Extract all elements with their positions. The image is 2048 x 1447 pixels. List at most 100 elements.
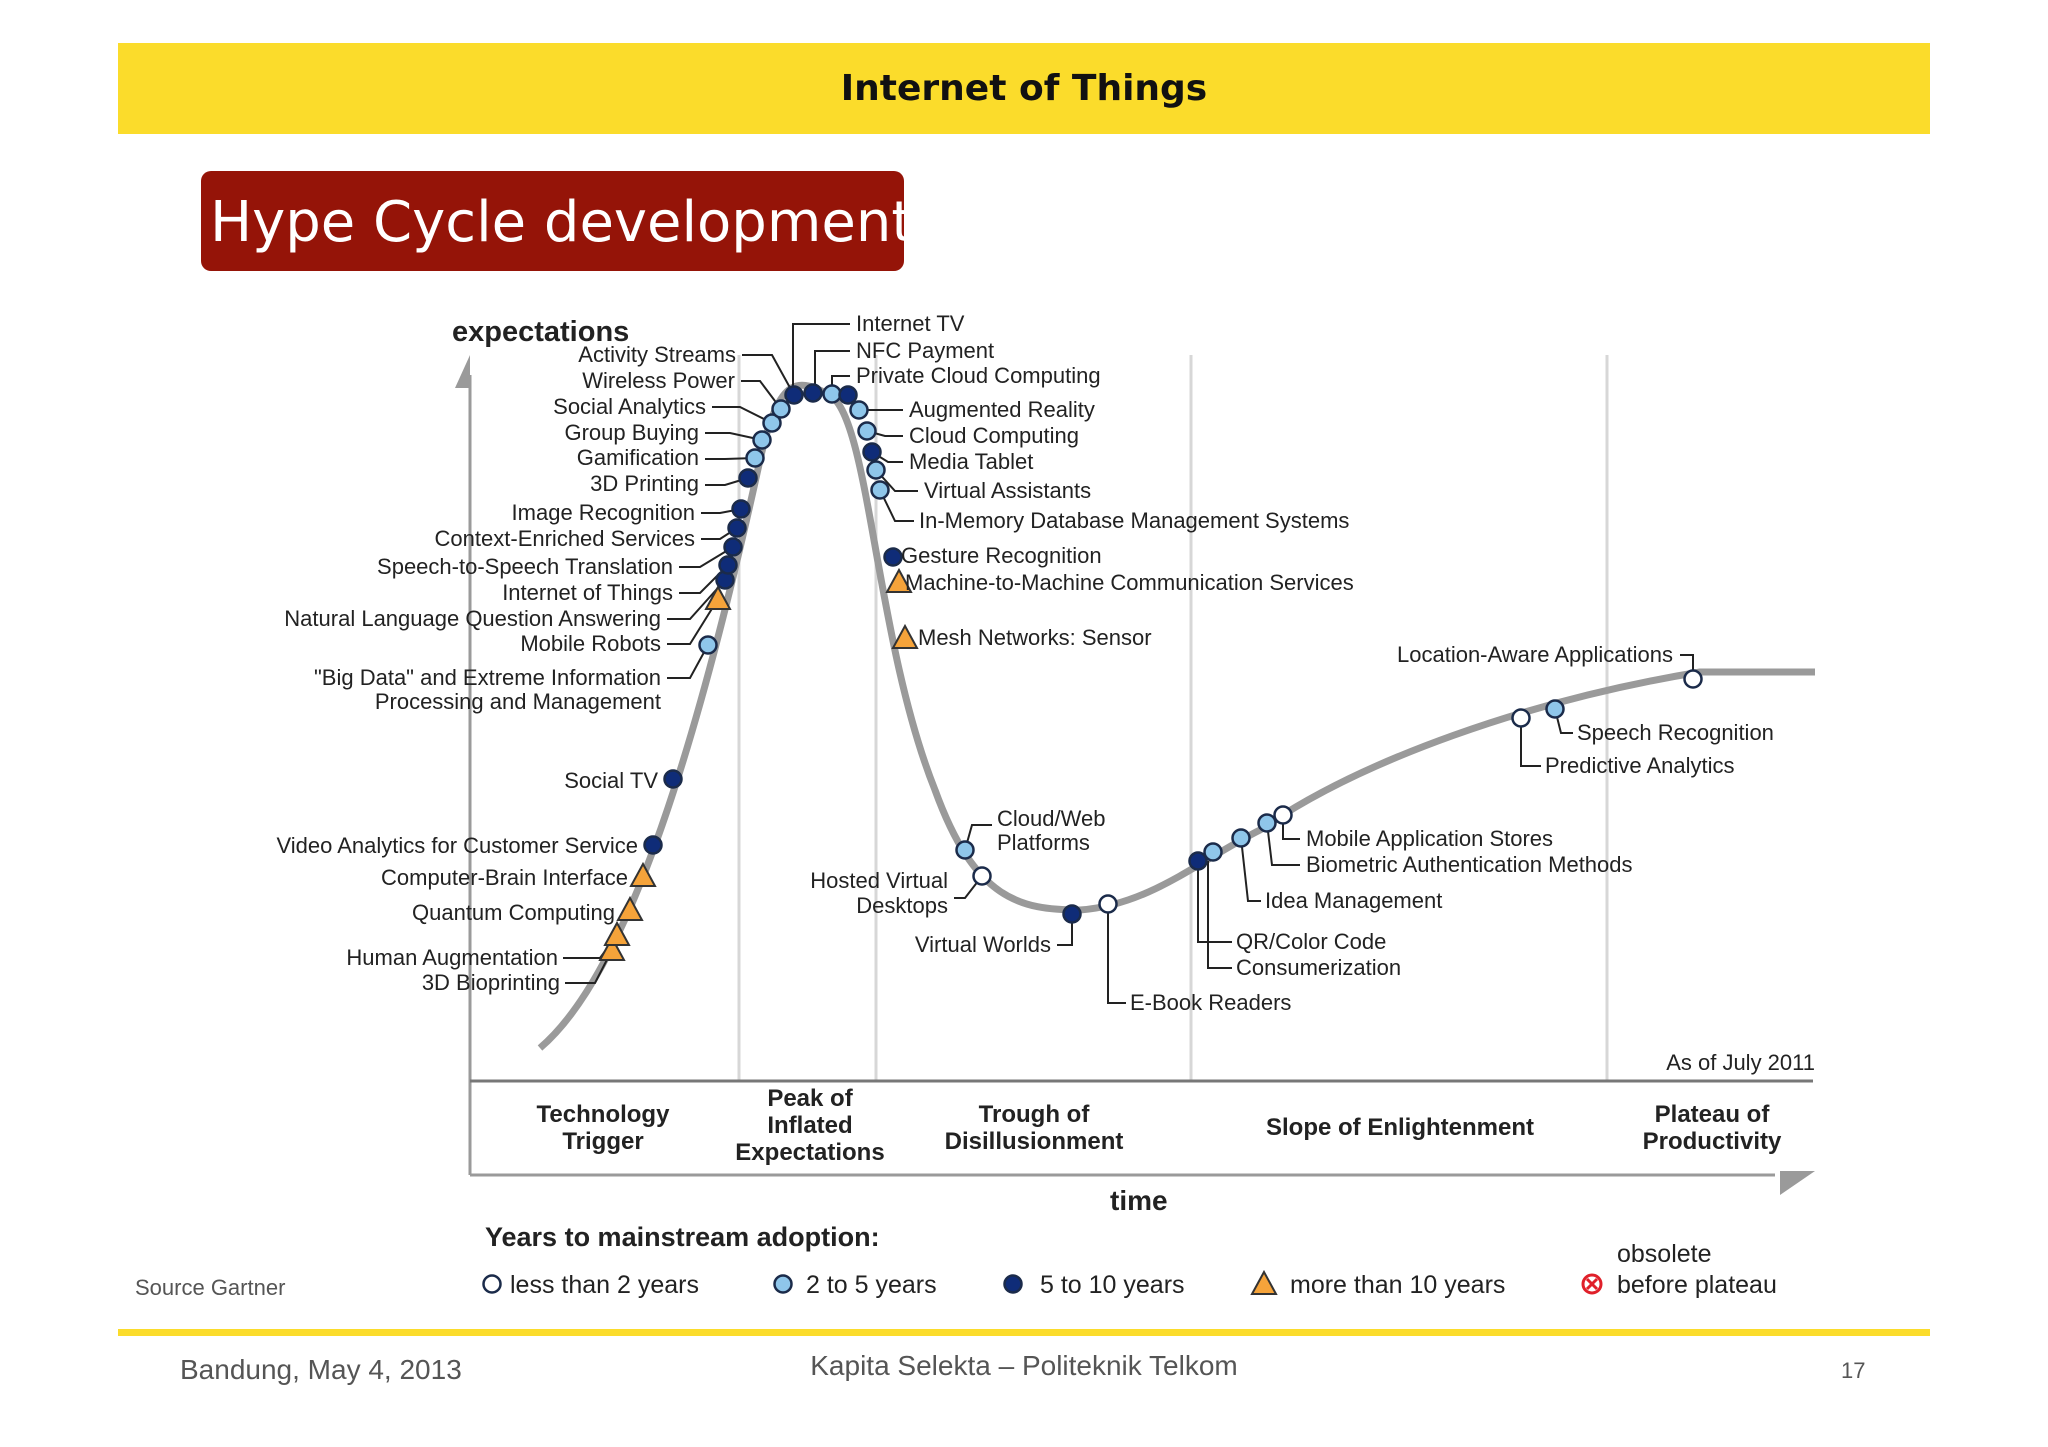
label-line: Video Analytics for Customer Service [276,833,638,858]
leader-gamification [705,457,756,460]
label-line: Cloud Computing [909,423,1079,448]
label-virtual-assistants: Virtual Assistants [924,478,1091,503]
leader-wireless-power [741,380,782,410]
leader-qr-color-code [1197,861,1232,943]
label-private-cloud-computing: Private Cloud Computing [856,363,1101,388]
label-line: Idea Management [1265,888,1442,913]
marker-media-tablet [862,442,882,462]
label-line: Human Augmentation [346,945,558,970]
label-image-recognition: Image Recognition [512,500,695,525]
label-gesture-recognition: Gesture Recognition [901,543,1102,568]
leader-lines [563,323,1694,1004]
label-line: Quantum Computing [412,900,615,925]
marker-augmented-reality [849,400,869,420]
label-line: Desktops [856,893,948,918]
marker-consumerization [1203,842,1223,862]
phase-labels: Technology Trigger Peak of Inflated Expectat… [537,1085,1782,1166]
phase-line: Trough of [979,1101,1091,1128]
label-internet-tv: Internet TV [856,311,965,336]
leader-speech-to-speech-translation [679,546,734,568]
marker-machine-to-machine-communication-services [885,567,913,593]
marker-activity-streams [784,385,804,405]
leader-big-data-and-extreme-information-processing-and-management [667,644,709,679]
legend-label-more-than-10-years: more than 10 years [1290,1271,1505,1299]
legend-label-5-to-10-years: 5 to 10 years [1040,1271,1185,1299]
marker-nfc-payment [822,384,842,404]
phase-trough-of-disillusionment: Trough of Disillusionment [945,1101,1124,1155]
legend-marker-5-to-10-years [1003,1274,1023,1294]
marker-3d-printing [738,468,758,488]
legend-marker-more-than-10-years [1250,1269,1278,1295]
label-line: E-Book Readers [1130,990,1291,1015]
label-hosted-virtual-desktops: Hosted Virtual Desktops [810,868,948,918]
label-mobile-application-stores: Mobile Application Stores [1306,826,1553,851]
marker-internet-of-things [718,555,738,575]
leader-in-memory-database-management-systems [879,489,914,522]
subtitle-box: Hype Cycle development [201,171,913,271]
marker-private-cloud-computing [838,385,858,405]
label-internet-of-things: Internet of Things [502,580,673,605]
marker-video-analytics-for-customer-service [643,835,663,855]
label-group-buying: Group Buying [564,420,699,445]
page-number: 17 [1841,1358,1866,1383]
label-gamification: Gamification [577,445,699,470]
legend-title: Years to mainstream adoption: [485,1222,880,1252]
tech-markers [598,383,1703,961]
x-axis-label: time [1110,1185,1168,1216]
phase-line: Productivity [1643,1128,1782,1155]
label-line: Gamification [577,445,699,470]
leader-consumerization [1207,861,1232,969]
phase-line: Inflated [767,1112,852,1139]
label-predictive-analytics: Predictive Analytics [1545,753,1735,778]
label-media-tablet: Media Tablet [909,449,1033,474]
label-line: Gesture Recognition [901,543,1102,568]
as-of-date: As of July 2011 [1666,1050,1815,1075]
phase-line: Plateau of [1655,1101,1771,1128]
leader-social-analytics [712,406,773,424]
footer-divider [118,1329,1930,1336]
label-line: Location-Aware Applications [1397,642,1673,667]
label-line: Virtual Worlds [915,932,1051,957]
phase-line: Slope of Enlightenment [1266,1114,1534,1141]
hype-curve [537,381,1815,1051]
label-line: Social TV [564,768,658,793]
marker-mobile-robots [704,584,732,610]
phase-line: Technology [537,1101,671,1128]
label-line: Mesh Networks: Sensor [918,625,1152,650]
phase-peak-of-inflated-expectations: Peak of Inflated Expectations [735,1085,884,1166]
label-3d-bioprinting: 3D Bioprinting [422,970,560,995]
label-natural-language-question-answering: Natural Language Question Answering [284,606,661,631]
label-line: Mobile Robots [520,631,661,656]
label-line: Social Analytics [553,394,706,419]
marker-quantum-computing [616,895,644,921]
label-line: "Big Data" and Extreme Information [314,665,661,690]
phase-line: Trigger [562,1128,643,1155]
label-wireless-power: Wireless Power [582,368,735,393]
marker-human-augmentation [603,920,631,946]
label-line: Cloud/Web [997,806,1105,831]
source-note: Source Gartner [135,1275,286,1300]
label-line: Wireless Power [582,368,735,393]
label-line: Speech Recognition [1577,720,1774,745]
marker-social-analytics [762,413,782,433]
marker-big-data-and-extreme-information-processing-and-management [698,635,718,655]
label-line: Internet of Things [502,580,673,605]
label-line: Context-Enriched Services [435,526,695,551]
marker-speech-to-speech-translation [723,537,743,557]
marker-predictive-analytics [1511,708,1531,728]
label-social-analytics: Social Analytics [553,394,706,419]
label-computer-brain-interface: Computer-Brain Interface [381,865,628,890]
legend-label-2-to-5-years: 2 to 5 years [806,1271,937,1299]
leader-natural-language-question-answering [667,579,726,620]
legend: less than 2 years 2 to 5 years 5 to 10 yea… [482,1240,1777,1299]
legend-marker-2-to-5-years [773,1274,793,1294]
header-bar: Internet of Things [118,43,1930,134]
label-line: Group Buying [564,420,699,445]
phase-slope-of-enlightenment: Slope of Enlightenment [1266,1114,1534,1141]
label-line: In-Memory Database Management Systems [919,508,1349,533]
label-speech-recognition: Speech Recognition [1577,720,1774,745]
page-title: Internet of Things [840,68,1208,109]
label-line: Augmented Reality [909,397,1095,422]
chart-frame [455,355,1815,1195]
